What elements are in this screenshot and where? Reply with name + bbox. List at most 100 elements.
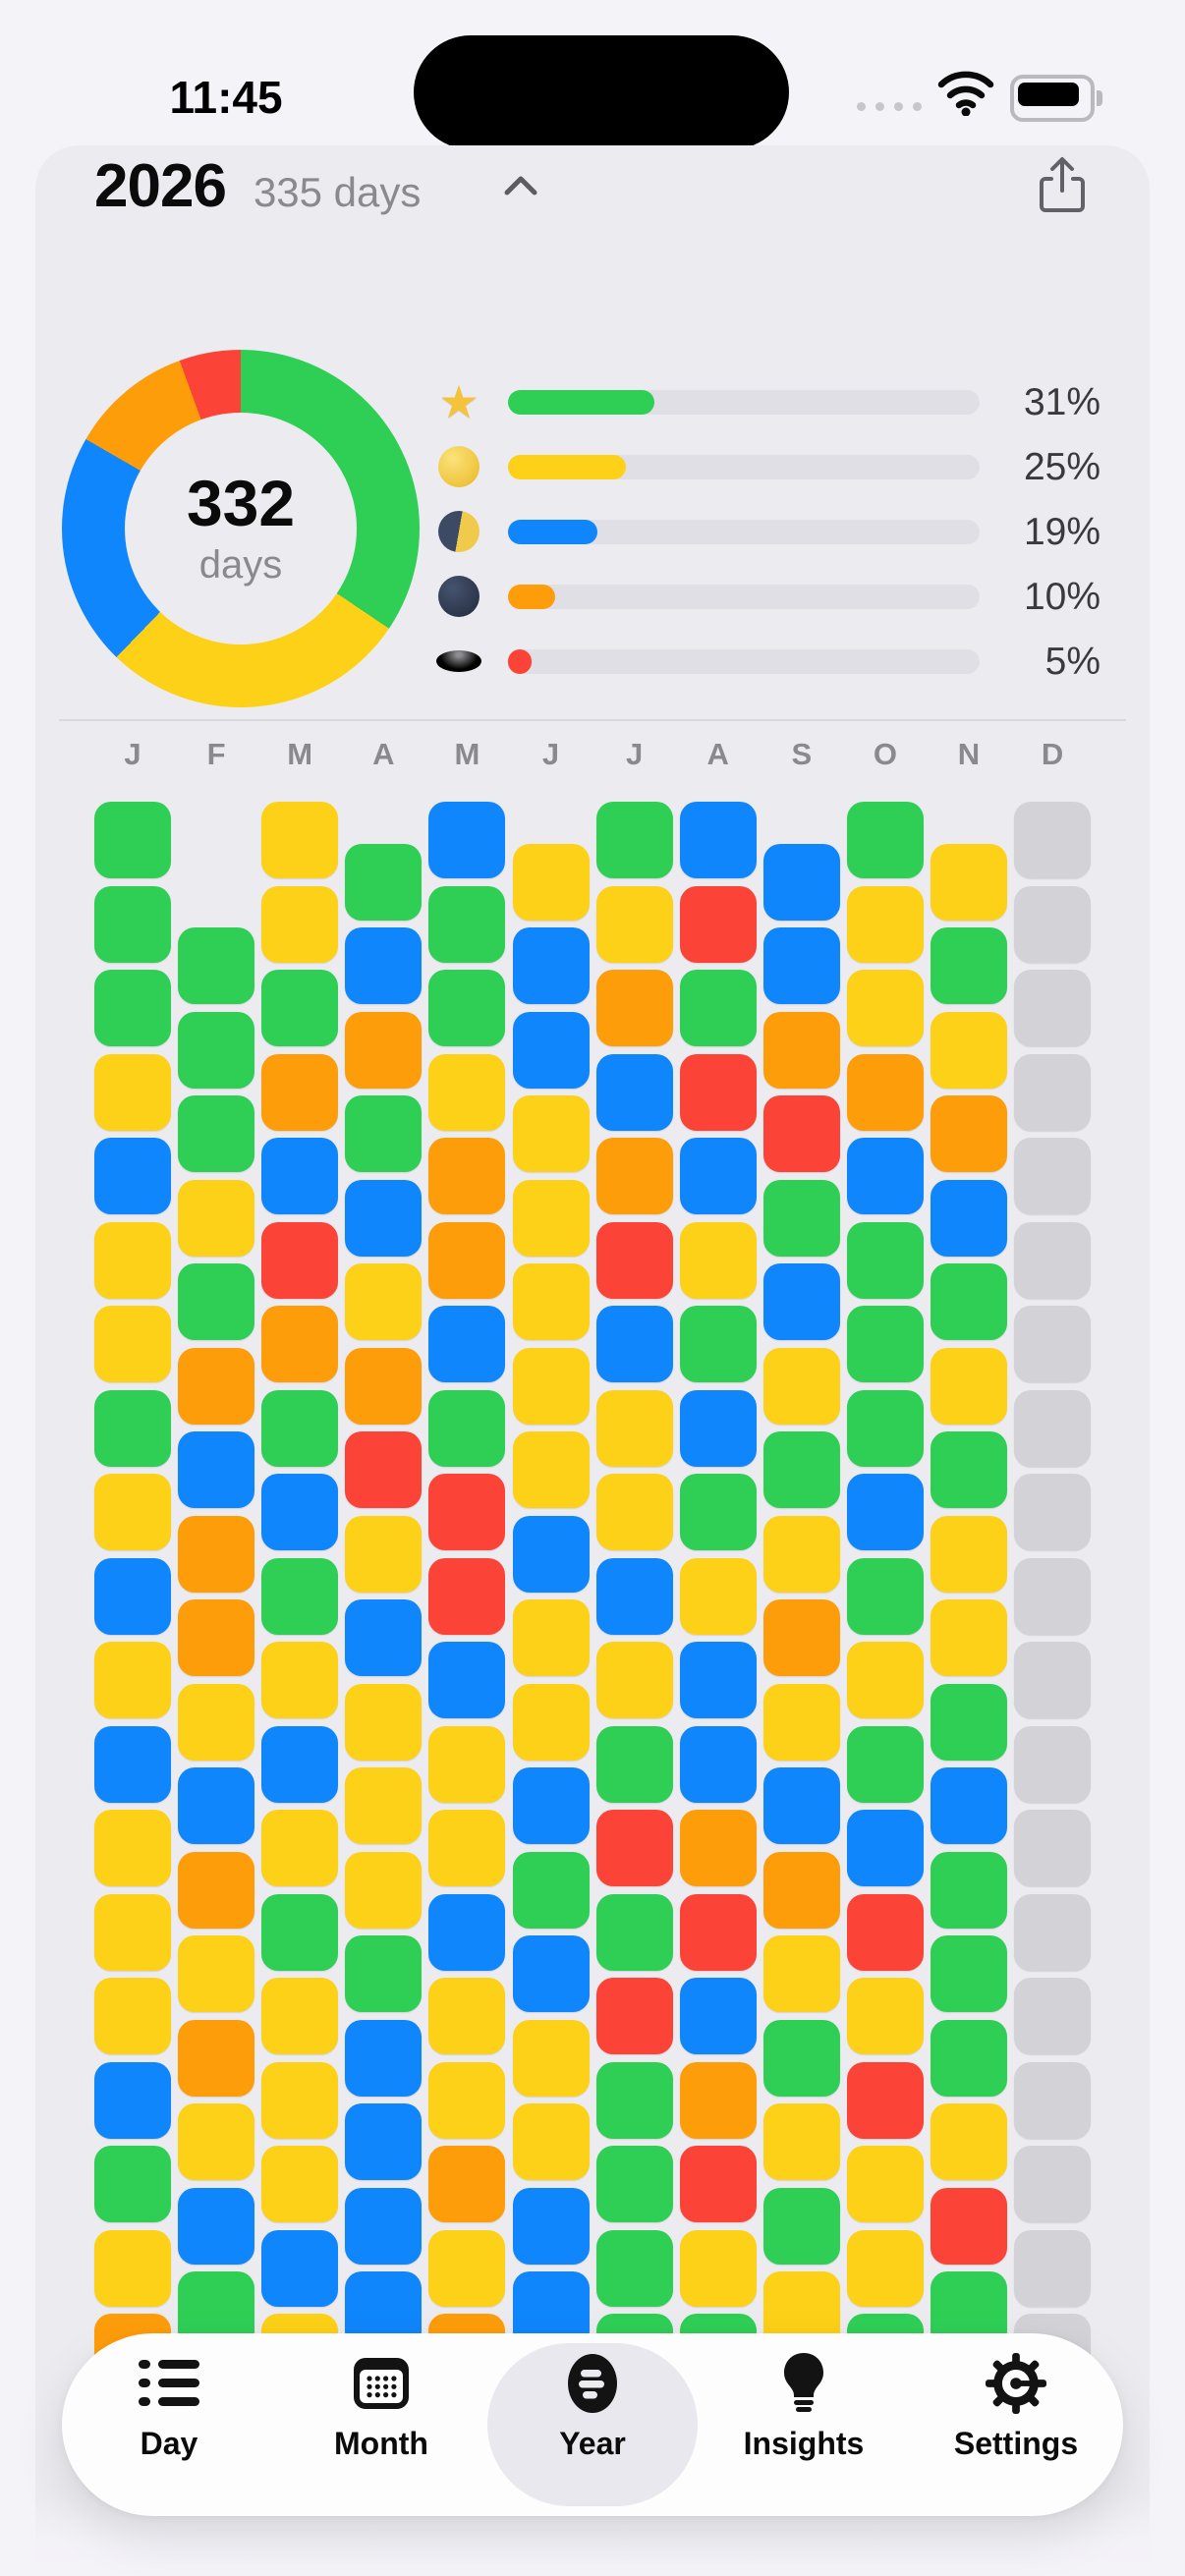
day-cell[interactable]: [513, 1852, 590, 1929]
day-cell[interactable]: [178, 1431, 254, 1508]
day-cell[interactable]: [596, 970, 673, 1046]
day-cell[interactable]: [763, 1767, 840, 1844]
day-cell[interactable]: [680, 1390, 757, 1467]
day-cell[interactable]: [345, 1684, 422, 1761]
day-cell[interactable]: [847, 1222, 924, 1299]
day-cell[interactable]: [847, 1054, 924, 1131]
day-cell[interactable]: [178, 2103, 254, 2180]
day-cell[interactable]: [428, 1726, 505, 1803]
day-cell[interactable]: [428, 1306, 505, 1382]
day-cell[interactable]: [345, 844, 422, 921]
day-cell[interactable]: [513, 1516, 590, 1593]
day-cell[interactable]: [513, 2020, 590, 2097]
day-cell[interactable]: [931, 1431, 1007, 1508]
day-cell[interactable]: [931, 1684, 1007, 1761]
day-cell[interactable]: [345, 1935, 422, 2012]
day-cell[interactable]: [94, 2146, 171, 2222]
day-cell[interactable]: [931, 1852, 1007, 1929]
day-cell[interactable]: [94, 1726, 171, 1803]
day-cell[interactable]: [261, 970, 338, 1046]
day-cell[interactable]: [596, 2062, 673, 2139]
day-cell[interactable]: [513, 1180, 590, 1257]
day-cell[interactable]: [847, 1474, 924, 1550]
day-cell[interactable]: [763, 1935, 840, 2012]
day-cell[interactable]: [345, 1852, 422, 1929]
day-cell[interactable]: [680, 2062, 757, 2139]
day-cell[interactable]: [513, 1684, 590, 1761]
day-cell[interactable]: [178, 1012, 254, 1089]
day-cell[interactable]: [261, 2230, 338, 2307]
day-cell[interactable]: [847, 970, 924, 1046]
day-cell[interactable]: [94, 886, 171, 963]
day-cell[interactable]: [428, 1138, 505, 1214]
share-icon[interactable]: [1036, 155, 1089, 216]
day-cell[interactable]: [428, 1054, 505, 1131]
day-cell[interactable]: [596, 1810, 673, 1886]
day-cell[interactable]: [847, 1138, 924, 1214]
day-cell[interactable]: [513, 927, 590, 1004]
day-cell[interactable]: [680, 802, 757, 878]
day-cell[interactable]: [847, 1306, 924, 1382]
day-cell[interactable]: [847, 1810, 924, 1886]
day-cell[interactable]: [680, 1894, 757, 1971]
day-cell[interactable]: [931, 2188, 1007, 2265]
day-cell[interactable]: [596, 1138, 673, 1214]
day-cell[interactable]: [680, 970, 757, 1046]
day-cell[interactable]: [428, 1894, 505, 1971]
day-cell[interactable]: [428, 1474, 505, 1550]
day-cell[interactable]: [847, 2230, 924, 2307]
day-cell[interactable]: [931, 1599, 1007, 1676]
day-cell[interactable]: [680, 1558, 757, 1635]
day-cell[interactable]: [94, 1558, 171, 1635]
day-cell[interactable]: [261, 1642, 338, 1718]
day-cell[interactable]: [428, 970, 505, 1046]
day-cell[interactable]: [596, 1222, 673, 1299]
day-cell[interactable]: [513, 1599, 590, 1676]
day-cell[interactable]: [94, 1138, 171, 1214]
day-cell[interactable]: [94, 2062, 171, 2139]
tab-insights[interactable]: Insights: [705, 2345, 902, 2504]
day-cell[interactable]: [847, 2062, 924, 2139]
day-cell[interactable]: [680, 1138, 757, 1214]
day-cell[interactable]: [847, 1978, 924, 2054]
day-cell[interactable]: [428, 802, 505, 878]
day-cell[interactable]: [847, 1558, 924, 1635]
day-cell[interactable]: [178, 2188, 254, 2265]
day-cell[interactable]: [261, 1894, 338, 1971]
day-cell[interactable]: [847, 1894, 924, 1971]
day-cell[interactable]: [680, 2146, 757, 2222]
day-cell[interactable]: [763, 927, 840, 1004]
day-cell[interactable]: [261, 1222, 338, 1299]
day-cell[interactable]: [345, 1095, 422, 1172]
day-cell[interactable]: [428, 1558, 505, 1635]
day-cell[interactable]: [428, 1642, 505, 1718]
day-cell[interactable]: [261, 1138, 338, 1214]
day-cell[interactable]: [763, 1599, 840, 1676]
day-cell[interactable]: [931, 1767, 1007, 1844]
day-cell[interactable]: [931, 1095, 1007, 1172]
day-cell[interactable]: [261, 886, 338, 963]
day-cell[interactable]: [680, 1222, 757, 1299]
day-cell[interactable]: [94, 1390, 171, 1467]
day-cell[interactable]: [847, 1642, 924, 1718]
day-cell[interactable]: [931, 1935, 1007, 2012]
day-cell[interactable]: [345, 1263, 422, 1340]
day-cell[interactable]: [345, 1180, 422, 1257]
day-cell[interactable]: [680, 2230, 757, 2307]
day-cell[interactable]: [94, 1306, 171, 1382]
day-cell[interactable]: [763, 1348, 840, 1425]
day-cell[interactable]: [596, 1642, 673, 1718]
day-cell[interactable]: [680, 1642, 757, 1718]
day-cell[interactable]: [94, 1222, 171, 1299]
day-cell[interactable]: [178, 1095, 254, 1172]
day-cell[interactable]: [178, 1599, 254, 1676]
day-cell[interactable]: [513, 2103, 590, 2180]
day-cell[interactable]: [428, 2062, 505, 2139]
day-cell[interactable]: [763, 1180, 840, 1257]
tab-day[interactable]: Day: [71, 2345, 267, 2504]
day-cell[interactable]: [763, 2020, 840, 2097]
day-cell[interactable]: [178, 1852, 254, 1929]
day-cell[interactable]: [596, 1306, 673, 1382]
day-cell[interactable]: [596, 1978, 673, 2054]
day-cell[interactable]: [847, 886, 924, 963]
